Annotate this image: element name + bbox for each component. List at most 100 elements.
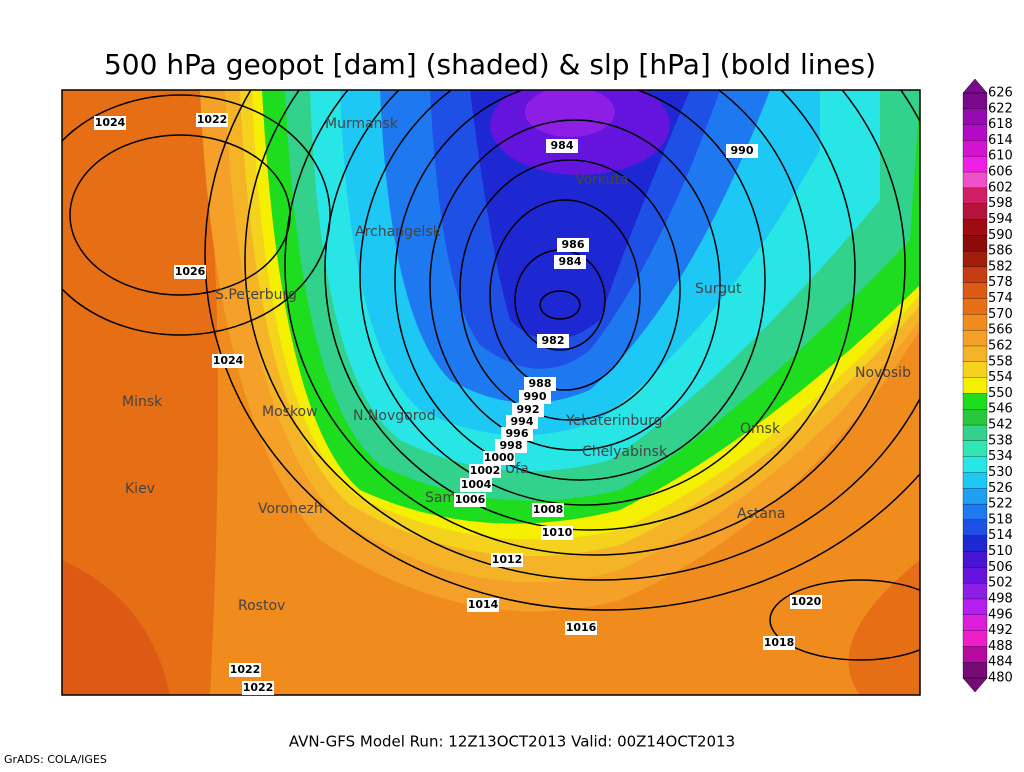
- colorbar-arrow: [962, 78, 988, 94]
- colorbar-label: 614: [988, 133, 1013, 148]
- isobar-label: 1012: [492, 553, 523, 566]
- isobar-label-bg: [454, 493, 486, 507]
- isobar-label: 1018: [764, 636, 795, 649]
- colorbar-cell: [962, 314, 988, 331]
- isobar-label: 996: [506, 427, 529, 440]
- colorbar-cell: [962, 614, 988, 632]
- map-labels: Murmansk Vorkuta Archangelsk Surgut S.Peterb…: [94, 113, 911, 695]
- colorbar-label: 498: [988, 591, 1013, 606]
- isobar-label: 990: [731, 144, 754, 157]
- isobar-label-bg: [229, 663, 261, 677]
- city-label: N.Novgorod: [353, 408, 436, 424]
- isobar-label: 1020: [791, 595, 822, 608]
- colorbar-label: 582: [988, 259, 1013, 274]
- colorbar-label: 618: [988, 117, 1013, 132]
- isobar-label: 1006: [455, 493, 486, 506]
- colorbar-cell: [962, 92, 988, 110]
- colorbar-cell: [962, 140, 988, 157]
- colorbar-label: 496: [988, 607, 1013, 622]
- isobar-label-bg: [506, 415, 538, 429]
- credit: GrADS: COLA/IGES: [4, 753, 107, 766]
- colorbar-cell: [962, 187, 988, 205]
- colorbar-label: 488: [988, 639, 1013, 654]
- colorbar-cell: [962, 551, 988, 568]
- colorbar-cell: [962, 361, 988, 379]
- colorbar-cell: [962, 503, 988, 521]
- colorbar-cell: [962, 472, 988, 489]
- isobar-label-bg: [763, 636, 795, 650]
- isobar-label: 1010: [542, 526, 573, 539]
- isobar-label-bg: [565, 621, 597, 635]
- city-label: Archangelsk: [355, 224, 442, 240]
- colorbar-cell: [962, 377, 988, 395]
- colorbar-label: 586: [988, 244, 1013, 259]
- city-label: Surgut: [695, 281, 742, 297]
- isobar-label-bg: [519, 390, 551, 404]
- city-label: S.Peterburg: [215, 287, 297, 303]
- colorbar-cell: [962, 440, 988, 458]
- colorbar-cell: [962, 567, 988, 584]
- city-label: Moskow: [262, 404, 318, 420]
- isobar-label-bg: [512, 403, 544, 417]
- isobar-label: 1016: [566, 621, 597, 634]
- isobar-label: 998: [500, 439, 523, 452]
- colorbar-cell: [962, 598, 988, 616]
- colorbar-label: 566: [988, 323, 1013, 338]
- map-frame: [61, 89, 921, 696]
- colorbar-label: 506: [988, 560, 1013, 575]
- colorbar-cell: [962, 108, 988, 126]
- title: 500 hPa geopot [dam] (shaded) & slp [hPa…: [104, 48, 876, 81]
- isobar-label-bg: [541, 526, 573, 540]
- isobar-label-bg: [491, 553, 523, 567]
- isobar-label: 982: [542, 334, 565, 347]
- colorbar-cell: [962, 124, 988, 142]
- isobar-label-bg: [790, 595, 822, 609]
- colorbar-label: 602: [988, 180, 1013, 195]
- isobar-label: 1026: [175, 265, 206, 278]
- colorbar-label: 594: [988, 212, 1013, 227]
- colorbar-cell: [962, 330, 988, 347]
- colorbar-label: 626: [988, 86, 1013, 101]
- colorbar-cell: [962, 424, 988, 442]
- colorbar-label: 542: [988, 418, 1013, 433]
- isobar-label: 1000: [484, 451, 515, 464]
- isobar-label: 988: [529, 377, 552, 390]
- colorbar-cell: [962, 171, 988, 189]
- colorbar-cell: [962, 409, 988, 426]
- colorbar-label: 510: [988, 544, 1013, 559]
- colorbar-label: 558: [988, 354, 1013, 369]
- colorbar-label: 610: [988, 149, 1013, 164]
- colorbar-cell: [962, 582, 988, 600]
- colorbar-cell: [962, 630, 988, 648]
- colorbar-cell: [962, 250, 988, 268]
- city-label: Kiev: [125, 481, 155, 497]
- city-label: Omsk: [740, 421, 781, 437]
- colorbar-label: 562: [988, 338, 1013, 353]
- city-label: Minsk: [122, 394, 163, 410]
- colorbar-label: 574: [988, 291, 1013, 306]
- isobar-label: 1004: [461, 478, 492, 491]
- isobar-label-bg: [212, 354, 244, 368]
- colorbar-label: 480: [988, 671, 1013, 686]
- isobar-label-bg: [537, 334, 569, 348]
- isobar-label-bg: [532, 503, 564, 517]
- colorbar-cell: [962, 535, 988, 553]
- colorbar-label: 598: [988, 196, 1013, 211]
- isobar-label-bg: [174, 265, 206, 279]
- colorbar-cell: [962, 393, 988, 410]
- isobar-label-bg: [469, 464, 501, 478]
- colorbar-cell: [962, 203, 988, 221]
- city-label: Astana: [737, 506, 785, 522]
- colorbar-cell: [962, 488, 988, 505]
- isobar-label: 990: [524, 390, 547, 403]
- isobar-label: 984: [559, 255, 582, 268]
- isobar-label: 994: [511, 415, 534, 428]
- colorbar-arrow: [962, 677, 988, 693]
- colorbar-cell: [962, 298, 988, 316]
- isobar-label: 1014: [468, 598, 499, 611]
- colorbar-cell: [962, 156, 988, 173]
- isobar-label-bg: [554, 255, 586, 269]
- isobar-label-bg: [483, 451, 515, 465]
- isobar-label-bg: [524, 377, 556, 391]
- isobar-label: 1024: [95, 116, 126, 129]
